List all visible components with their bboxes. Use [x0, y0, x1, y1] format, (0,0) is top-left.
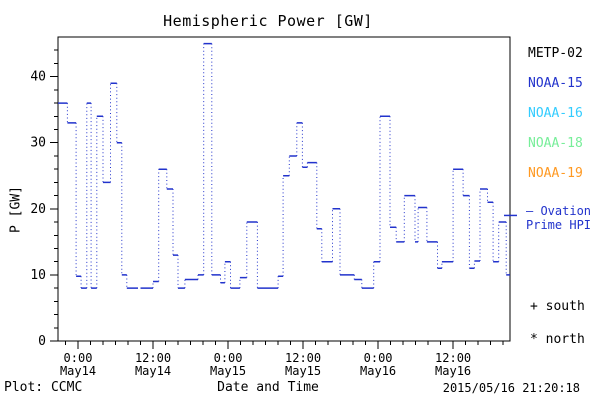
x-tick-time-label: 0:00 — [214, 351, 243, 365]
x-tick-time-label: 0:00 — [64, 351, 93, 365]
south-symbol-label: + south — [530, 299, 585, 314]
north-symbol-label: * north — [530, 332, 585, 347]
plot-frame — [57, 36, 511, 342]
x-tick-date-label: May15 — [210, 364, 246, 378]
legend-item-noaa16: NOAA-16 — [528, 106, 583, 121]
plot-credit: Plot: CCMC — [4, 380, 83, 395]
y-tick-label: 0 — [38, 334, 46, 349]
x-tick-date-label: May15 — [285, 364, 321, 378]
x-tick-date-label: May14 — [135, 364, 171, 378]
legend-item-noaa15: NOAA-15 — [528, 76, 583, 91]
x-axis-title: Date and Time — [217, 380, 319, 395]
x-tick-time-label: 12:00 — [135, 351, 171, 365]
ovation-label-line1: — Ovation — [526, 204, 592, 218]
step-dotted-connectors — [66, 43, 507, 289]
chart-title: Hemispheric Power [GW] — [163, 12, 373, 30]
x-tick-time-label: 12:00 — [285, 351, 321, 365]
legend-item-noaa19: NOAA-19 — [528, 166, 583, 181]
hemispheric-power-step-line — [58, 42, 510, 289]
x-tick-date-label: May14 — [60, 364, 96, 378]
ovation-label-line2: Prime HPI — [526, 218, 592, 232]
x-tick-date-label: May16 — [435, 364, 471, 378]
y-tick-label: 20 — [30, 202, 46, 217]
x-tick-time-label: 0:00 — [364, 351, 393, 365]
y-tick-label: 30 — [30, 136, 46, 151]
plot-timestamp: 2015/05/16 21:20:18 — [442, 381, 580, 395]
y-tick-label: 40 — [30, 70, 46, 85]
x-tick-time-label: 12:00 — [435, 351, 471, 365]
y-tick-label: 10 — [30, 268, 46, 283]
ovation-prime-hpi-label: — Ovation Prime HPI — [526, 204, 591, 232]
legend-item-metp02: METP-02 — [528, 46, 583, 61]
x-tick-date-label: May16 — [360, 364, 396, 378]
legend-item-noaa18: NOAA-18 — [528, 136, 583, 151]
